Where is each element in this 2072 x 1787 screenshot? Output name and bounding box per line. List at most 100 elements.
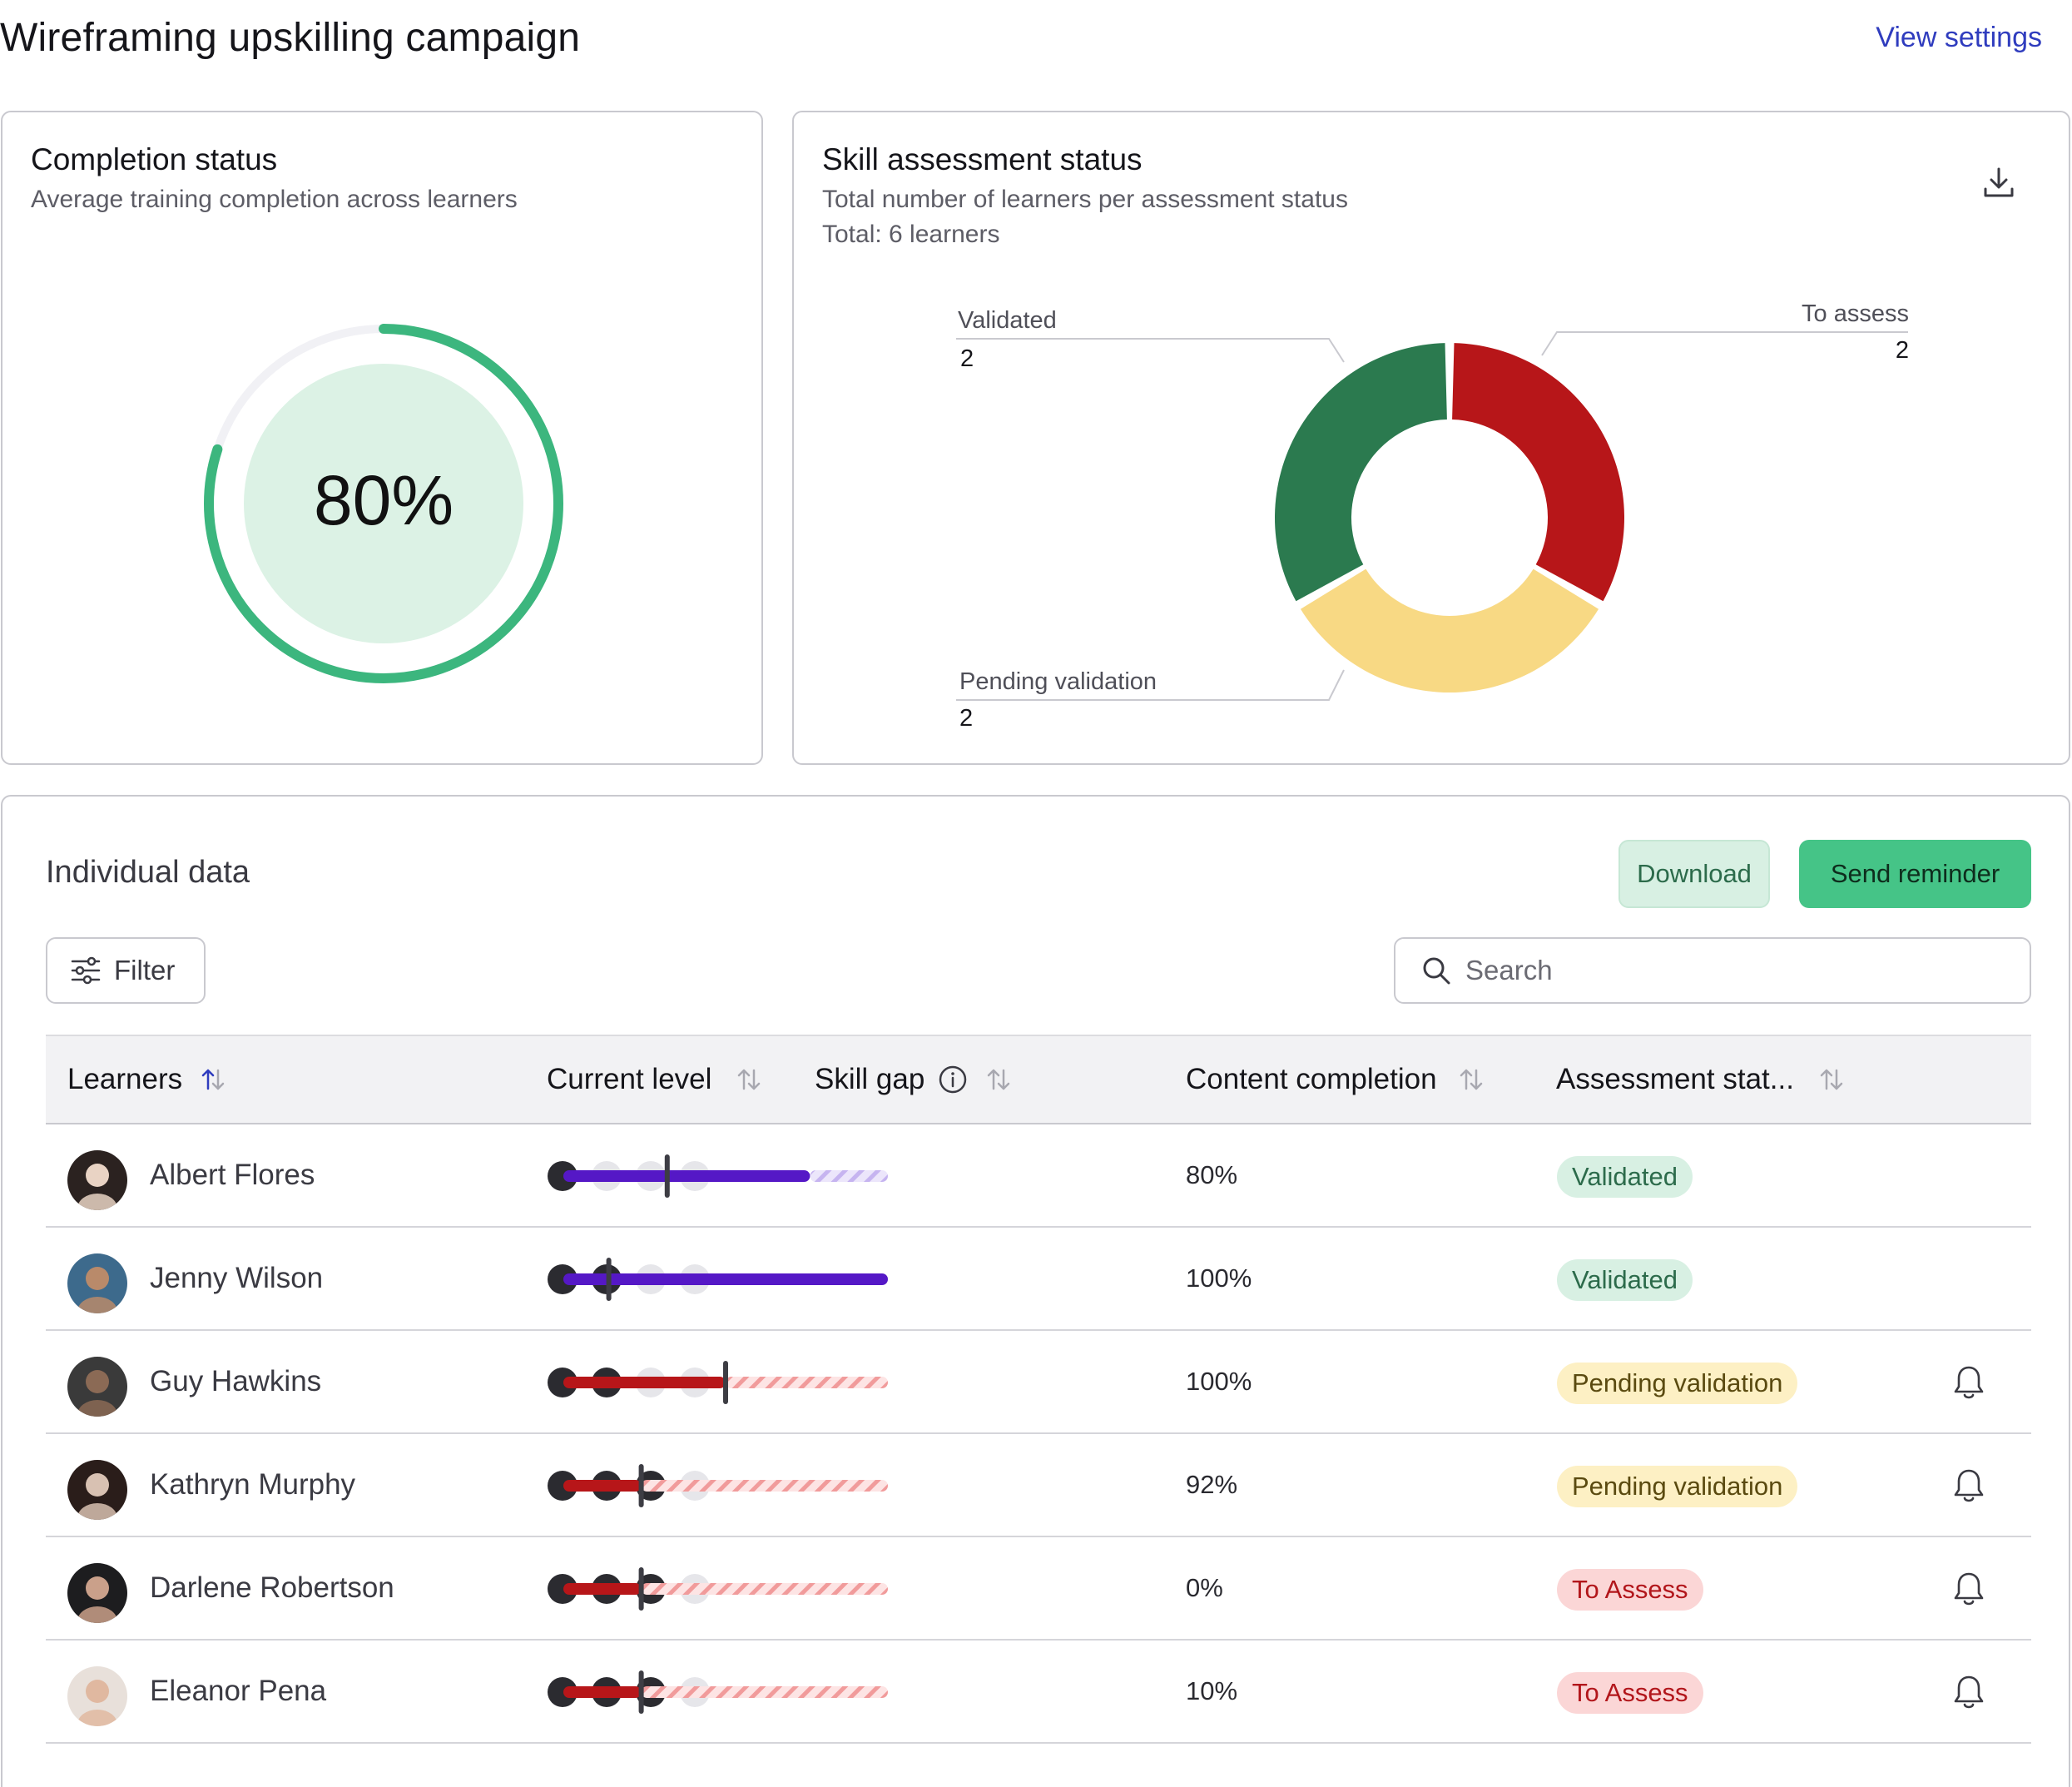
skill-gap-remaining [726, 1377, 888, 1388]
column-assessment-status[interactable]: Assessment stat... [1556, 1036, 1844, 1123]
download-icon[interactable] [1980, 164, 2017, 201]
learner-name[interactable]: Eleanor Pena [150, 1675, 327, 1707]
skill-assessment-card: Skill assessment status Total number of … [792, 111, 2070, 765]
skill-gap-marker [664, 1154, 670, 1198]
table-row[interactable]: Eleanor Pena 10% To Assess [46, 1641, 2031, 1744]
search-box[interactable] [1394, 937, 2031, 1004]
skill-gap-fill [563, 1480, 642, 1492]
pending-validation-slice [1300, 568, 1599, 692]
avatar [67, 1563, 127, 1623]
status-badge: Validated [1557, 1156, 1693, 1198]
avatar [67, 1150, 127, 1210]
completion-ring-fill [244, 364, 523, 643]
content-completion-value: 100% [1186, 1263, 1252, 1293]
to-assess-leader-line [1541, 331, 1908, 356]
column-current-level-label: Current level [547, 1063, 712, 1095]
send-reminder-button[interactable]: Send reminder [1799, 840, 2031, 908]
completion-card-subtitle: Average training completion across learn… [31, 186, 518, 213]
skill-gap-marker [723, 1361, 728, 1404]
column-content-completion-label: Content completion [1186, 1063, 1437, 1095]
skill-gap-bar [563, 1258, 888, 1301]
status-badge: To Assess [1557, 1569, 1703, 1611]
to-assess-value: 2 [1895, 337, 1909, 364]
skill-gap-marker [638, 1464, 644, 1507]
skill-gap-bar [563, 1154, 888, 1198]
bell-icon[interactable] [1951, 1364, 1986, 1401]
avatar-portrait-icon [67, 1150, 127, 1210]
column-content-completion[interactable]: Content completion [1186, 1036, 1484, 1123]
pending-label: Pending validation [959, 668, 1157, 695]
bell-icon[interactable] [1951, 1467, 1986, 1504]
pending-leader-line [956, 669, 1345, 701]
download-button[interactable]: Download [1618, 840, 1770, 908]
validated-slice [1275, 343, 1447, 602]
column-assessment-status-label: Assessment stat... [1556, 1063, 1794, 1095]
content-completion-value: 10% [1186, 1676, 1238, 1705]
individual-data-card: Individual data Download Send reminder F… [1, 795, 2070, 1787]
avatar [67, 1253, 127, 1313]
skill-gap-bar [563, 1464, 888, 1507]
sort-icon[interactable] [1819, 1067, 1844, 1092]
skill-gap-remaining [641, 1686, 888, 1698]
skill-gap-bar [563, 1567, 888, 1611]
learner-name[interactable]: Jenny Wilson [150, 1262, 324, 1294]
skill-gap-bar [563, 1361, 888, 1404]
column-skill-gap[interactable]: Skill gap [815, 1036, 1011, 1123]
skill-gap-fill [563, 1686, 642, 1698]
table-header: Learners Current level Skill gap [46, 1035, 2031, 1124]
avatar-portrait-icon [67, 1666, 127, 1726]
page-title: Wireframing upskilling campaign [0, 16, 581, 60]
completion-value: 80% [314, 461, 454, 539]
table-row[interactable]: Albert Flores 80% Validated [46, 1124, 2031, 1228]
skill-gap-bar [563, 1670, 888, 1714]
content-completion-value: 0% [1186, 1573, 1223, 1602]
avatar [67, 1460, 127, 1520]
sort-icon[interactable] [986, 1067, 1011, 1092]
filter-icon [71, 956, 101, 985]
status-badge: Pending validation [1557, 1466, 1798, 1507]
avatar [67, 1357, 127, 1417]
filter-label: Filter [114, 955, 176, 985]
content-completion-value: 80% [1186, 1160, 1238, 1189]
skill-gap-fill [563, 1273, 888, 1285]
learner-name[interactable]: Guy Hawkins [150, 1365, 322, 1397]
status-badge: Validated [1557, 1259, 1693, 1301]
skill-gap-marker [638, 1567, 644, 1611]
sort-ascending-icon[interactable] [201, 1067, 226, 1092]
bell-icon[interactable] [1951, 1571, 1986, 1607]
view-settings-link[interactable]: View settings [1876, 22, 2042, 53]
info-icon[interactable] [938, 1065, 968, 1095]
skill-card-subtitle: Total number of learners per assessment … [822, 186, 1348, 213]
validated-value: 2 [960, 345, 974, 372]
assessment-donut-chart [956, 331, 1908, 701]
validated-label: Validated [958, 307, 1057, 334]
table-row[interactable]: Guy Hawkins 100% Pending validation [46, 1331, 2031, 1434]
bell-icon[interactable] [1951, 1674, 1986, 1710]
column-skill-gap-label: Skill gap [815, 1063, 925, 1095]
learner-name[interactable]: Albert Flores [150, 1159, 315, 1191]
avatar-portrait-icon [67, 1460, 127, 1520]
section-title: Individual data [46, 855, 250, 890]
search-input[interactable] [1464, 954, 2000, 987]
learner-name[interactable]: Kathryn Murphy [150, 1468, 356, 1501]
completion-ring-progress [204, 324, 563, 683]
sort-icon[interactable] [1459, 1067, 1484, 1092]
column-learners[interactable]: Learners [67, 1036, 226, 1123]
pending-value: 2 [959, 705, 974, 732]
table-row[interactable]: Jenny Wilson 100% Validated [46, 1228, 2031, 1331]
sort-icon[interactable] [736, 1067, 761, 1092]
skill-gap-remaining [641, 1583, 888, 1595]
skill-card-title: Skill assessment status [822, 142, 1143, 176]
table-row[interactable]: Darlene Robertson 0% To Assess [46, 1537, 2031, 1641]
filter-button[interactable]: Filter [46, 937, 206, 1004]
learner-name[interactable]: Darlene Robertson [150, 1571, 394, 1604]
column-current-level[interactable]: Current level [547, 1036, 761, 1123]
content-completion-value: 92% [1186, 1470, 1238, 1499]
to-assess-label: To assess [1802, 300, 1909, 327]
table-row[interactable]: Kathryn Murphy 92% Pending validation [46, 1434, 2031, 1537]
skill-gap-marker [606, 1258, 612, 1301]
skill-gap-fill [563, 1377, 726, 1388]
validated-leader-line [956, 338, 1345, 363]
completion-card-title: Completion status [31, 142, 278, 176]
skill-card-total: Total: 6 learners [822, 221, 1000, 248]
